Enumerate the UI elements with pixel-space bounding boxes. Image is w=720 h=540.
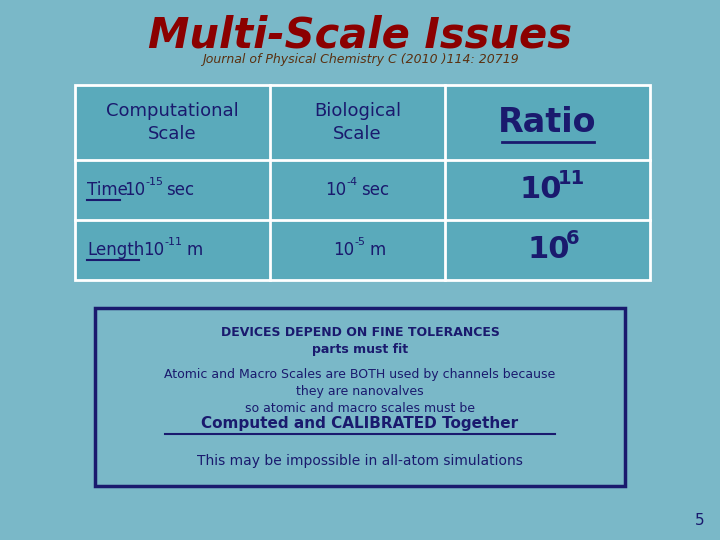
Text: sec: sec <box>361 181 390 199</box>
Text: 11: 11 <box>557 168 585 187</box>
Text: 10: 10 <box>143 241 164 259</box>
Text: 6: 6 <box>565 228 579 247</box>
FancyBboxPatch shape <box>95 308 625 486</box>
Text: m: m <box>369 241 386 259</box>
Text: Journal of Physical Chemistry C (2010 )114: 20719: Journal of Physical Chemistry C (2010 )1… <box>202 53 518 66</box>
FancyBboxPatch shape <box>75 85 650 280</box>
Text: This may be impossible in all-atom simulations: This may be impossible in all-atom simul… <box>197 454 523 468</box>
Text: Time: Time <box>87 181 128 199</box>
Text: Multi-Scale Issues: Multi-Scale Issues <box>148 15 572 57</box>
Text: Ratio: Ratio <box>498 106 597 139</box>
Text: Computational
Scale: Computational Scale <box>106 102 239 143</box>
Text: sec: sec <box>166 181 194 199</box>
Text: Biological
Scale: Biological Scale <box>314 102 401 143</box>
Text: m: m <box>186 241 202 259</box>
Text: 5: 5 <box>696 513 705 528</box>
Text: -5: -5 <box>354 237 366 247</box>
Text: so atomic and macro scales must be: so atomic and macro scales must be <box>245 402 475 415</box>
Text: DEVICES DEPEND ON FINE TOLERANCES: DEVICES DEPEND ON FINE TOLERANCES <box>220 326 500 339</box>
Text: Length: Length <box>87 241 144 259</box>
Text: 10: 10 <box>520 176 562 205</box>
Text: -4: -4 <box>346 177 358 187</box>
Text: parts must fit: parts must fit <box>312 343 408 356</box>
Text: 10: 10 <box>528 235 570 265</box>
Text: Computed and CALIBRATED Together: Computed and CALIBRATED Together <box>202 416 518 431</box>
Text: 10: 10 <box>333 241 355 259</box>
Text: they are nanovalves: they are nanovalves <box>296 385 424 398</box>
Text: 10: 10 <box>325 181 346 199</box>
Text: 10: 10 <box>124 181 145 199</box>
Text: -11: -11 <box>164 237 182 247</box>
Text: -15: -15 <box>145 177 163 187</box>
Text: Atomic and Macro Scales are BOTH used by channels because: Atomic and Macro Scales are BOTH used by… <box>164 368 556 381</box>
